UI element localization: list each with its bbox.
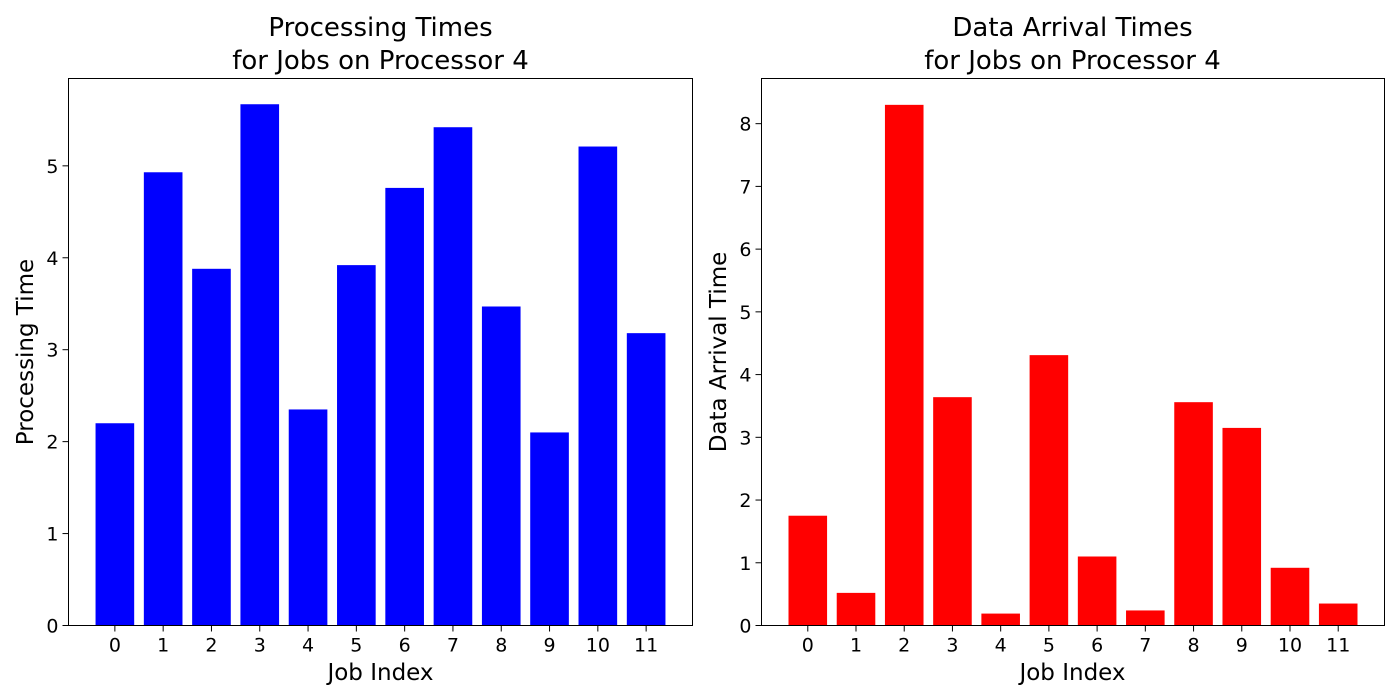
bar-10 bbox=[1270, 567, 1310, 626]
data-arrival-times-chart: Data Arrival Times for Jobs on Processor… bbox=[706, 13, 1385, 686]
x-tick-label: 2 bbox=[205, 635, 217, 657]
y-tick-label: 3 bbox=[46, 340, 58, 362]
y-tick-label: 3 bbox=[739, 427, 751, 449]
x-tick-label: 4 bbox=[302, 635, 314, 657]
bar-3 bbox=[240, 104, 280, 626]
y-tick-label: 0 bbox=[46, 616, 58, 638]
y-tick-label: 2 bbox=[46, 432, 58, 454]
bar-9 bbox=[530, 432, 569, 626]
x-axis-label: Job Index bbox=[1017, 660, 1125, 686]
x-tick-label: 9 bbox=[543, 635, 555, 657]
y-axis-ticks: 0 1 2 3 4 5 6 7 8 bbox=[739, 114, 762, 638]
bar-3 bbox=[933, 397, 972, 626]
x-tick-label: 10 bbox=[1278, 635, 1302, 657]
y-axis-ticks: 0 1 2 3 4 5 bbox=[46, 156, 69, 638]
bar-0 bbox=[95, 423, 135, 626]
bar-1 bbox=[143, 172, 183, 626]
bar-4 bbox=[288, 409, 328, 626]
bar-group bbox=[788, 104, 1358, 626]
plot-frame bbox=[761, 78, 1385, 626]
chart-title-line-2: for Jobs on Processor 4 bbox=[924, 46, 1221, 76]
bar-5 bbox=[337, 265, 376, 626]
y-tick-label: 1 bbox=[739, 553, 751, 575]
x-tick-label: 8 bbox=[495, 635, 507, 657]
y-tick-label: 1 bbox=[46, 524, 58, 546]
y-tick-label: 8 bbox=[739, 114, 751, 136]
x-tick-label: 11 bbox=[1326, 635, 1350, 657]
bar-1 bbox=[836, 592, 876, 626]
x-tick-label: 8 bbox=[1188, 635, 1200, 657]
x-tick-label: 6 bbox=[399, 635, 411, 657]
bar-2 bbox=[884, 104, 924, 626]
bar-2 bbox=[192, 268, 231, 626]
x-tick-label: 0 bbox=[109, 635, 121, 657]
x-tick-label: 9 bbox=[1236, 635, 1248, 657]
bar-8 bbox=[481, 306, 521, 626]
x-tick-label: 6 bbox=[1091, 635, 1103, 657]
y-tick-label: 0 bbox=[739, 616, 751, 638]
bar-10 bbox=[578, 146, 618, 626]
bar-4 bbox=[981, 613, 1020, 626]
y-tick-label: 5 bbox=[739, 302, 751, 324]
bar-11 bbox=[626, 333, 666, 626]
y-tick-label: 6 bbox=[739, 239, 751, 261]
x-axis-label: Job Index bbox=[325, 660, 433, 686]
y-tick-label: 7 bbox=[739, 176, 751, 198]
y-tick-label: 2 bbox=[739, 490, 751, 512]
x-tick-label: 5 bbox=[1043, 635, 1055, 657]
x-axis-ticks: 0 1 2 3 4 5 6 7 8 9 10 11 bbox=[109, 625, 658, 657]
y-axis-label: Data Arrival Time bbox=[706, 252, 732, 453]
bar-11 bbox=[1318, 603, 1358, 626]
y-tick-label: 5 bbox=[46, 156, 58, 178]
chart-title-line-1: Processing Times bbox=[268, 13, 492, 43]
chart-title-line-2: for Jobs on Processor 4 bbox=[232, 46, 529, 76]
x-tick-label: 5 bbox=[350, 635, 362, 657]
bar-6 bbox=[1077, 556, 1117, 626]
x-tick-label: 1 bbox=[157, 635, 169, 657]
x-tick-label: 3 bbox=[946, 635, 958, 657]
bar-5 bbox=[1029, 355, 1069, 626]
chart-title-line-1: Data Arrival Times bbox=[952, 13, 1192, 43]
bar-8 bbox=[1174, 402, 1213, 626]
bar-group bbox=[95, 104, 666, 626]
bar-6 bbox=[385, 187, 424, 626]
bar-7 bbox=[1126, 610, 1165, 626]
x-tick-label: 4 bbox=[995, 635, 1007, 657]
y-tick-label: 4 bbox=[46, 248, 58, 270]
x-tick-label: 7 bbox=[447, 635, 459, 657]
x-tick-label: 11 bbox=[634, 635, 658, 657]
y-tick-label: 4 bbox=[739, 365, 751, 387]
x-tick-label: 3 bbox=[254, 635, 266, 657]
bar-9 bbox=[1222, 427, 1262, 626]
bar-7 bbox=[433, 127, 473, 626]
plot-frame bbox=[68, 78, 693, 626]
x-tick-label: 10 bbox=[586, 635, 610, 657]
processing-times-chart: Processing Times for Jobs on Processor 4… bbox=[13, 13, 693, 686]
y-axis-label: Processing Time bbox=[13, 259, 39, 445]
x-tick-label: 7 bbox=[1139, 635, 1151, 657]
x-tick-label: 1 bbox=[850, 635, 862, 657]
bar-0 bbox=[788, 515, 828, 626]
x-tick-label: 2 bbox=[898, 635, 910, 657]
x-tick-label: 0 bbox=[802, 635, 814, 657]
x-axis-ticks: 0 1 2 3 4 5 6 7 8 9 10 11 bbox=[802, 625, 1350, 657]
